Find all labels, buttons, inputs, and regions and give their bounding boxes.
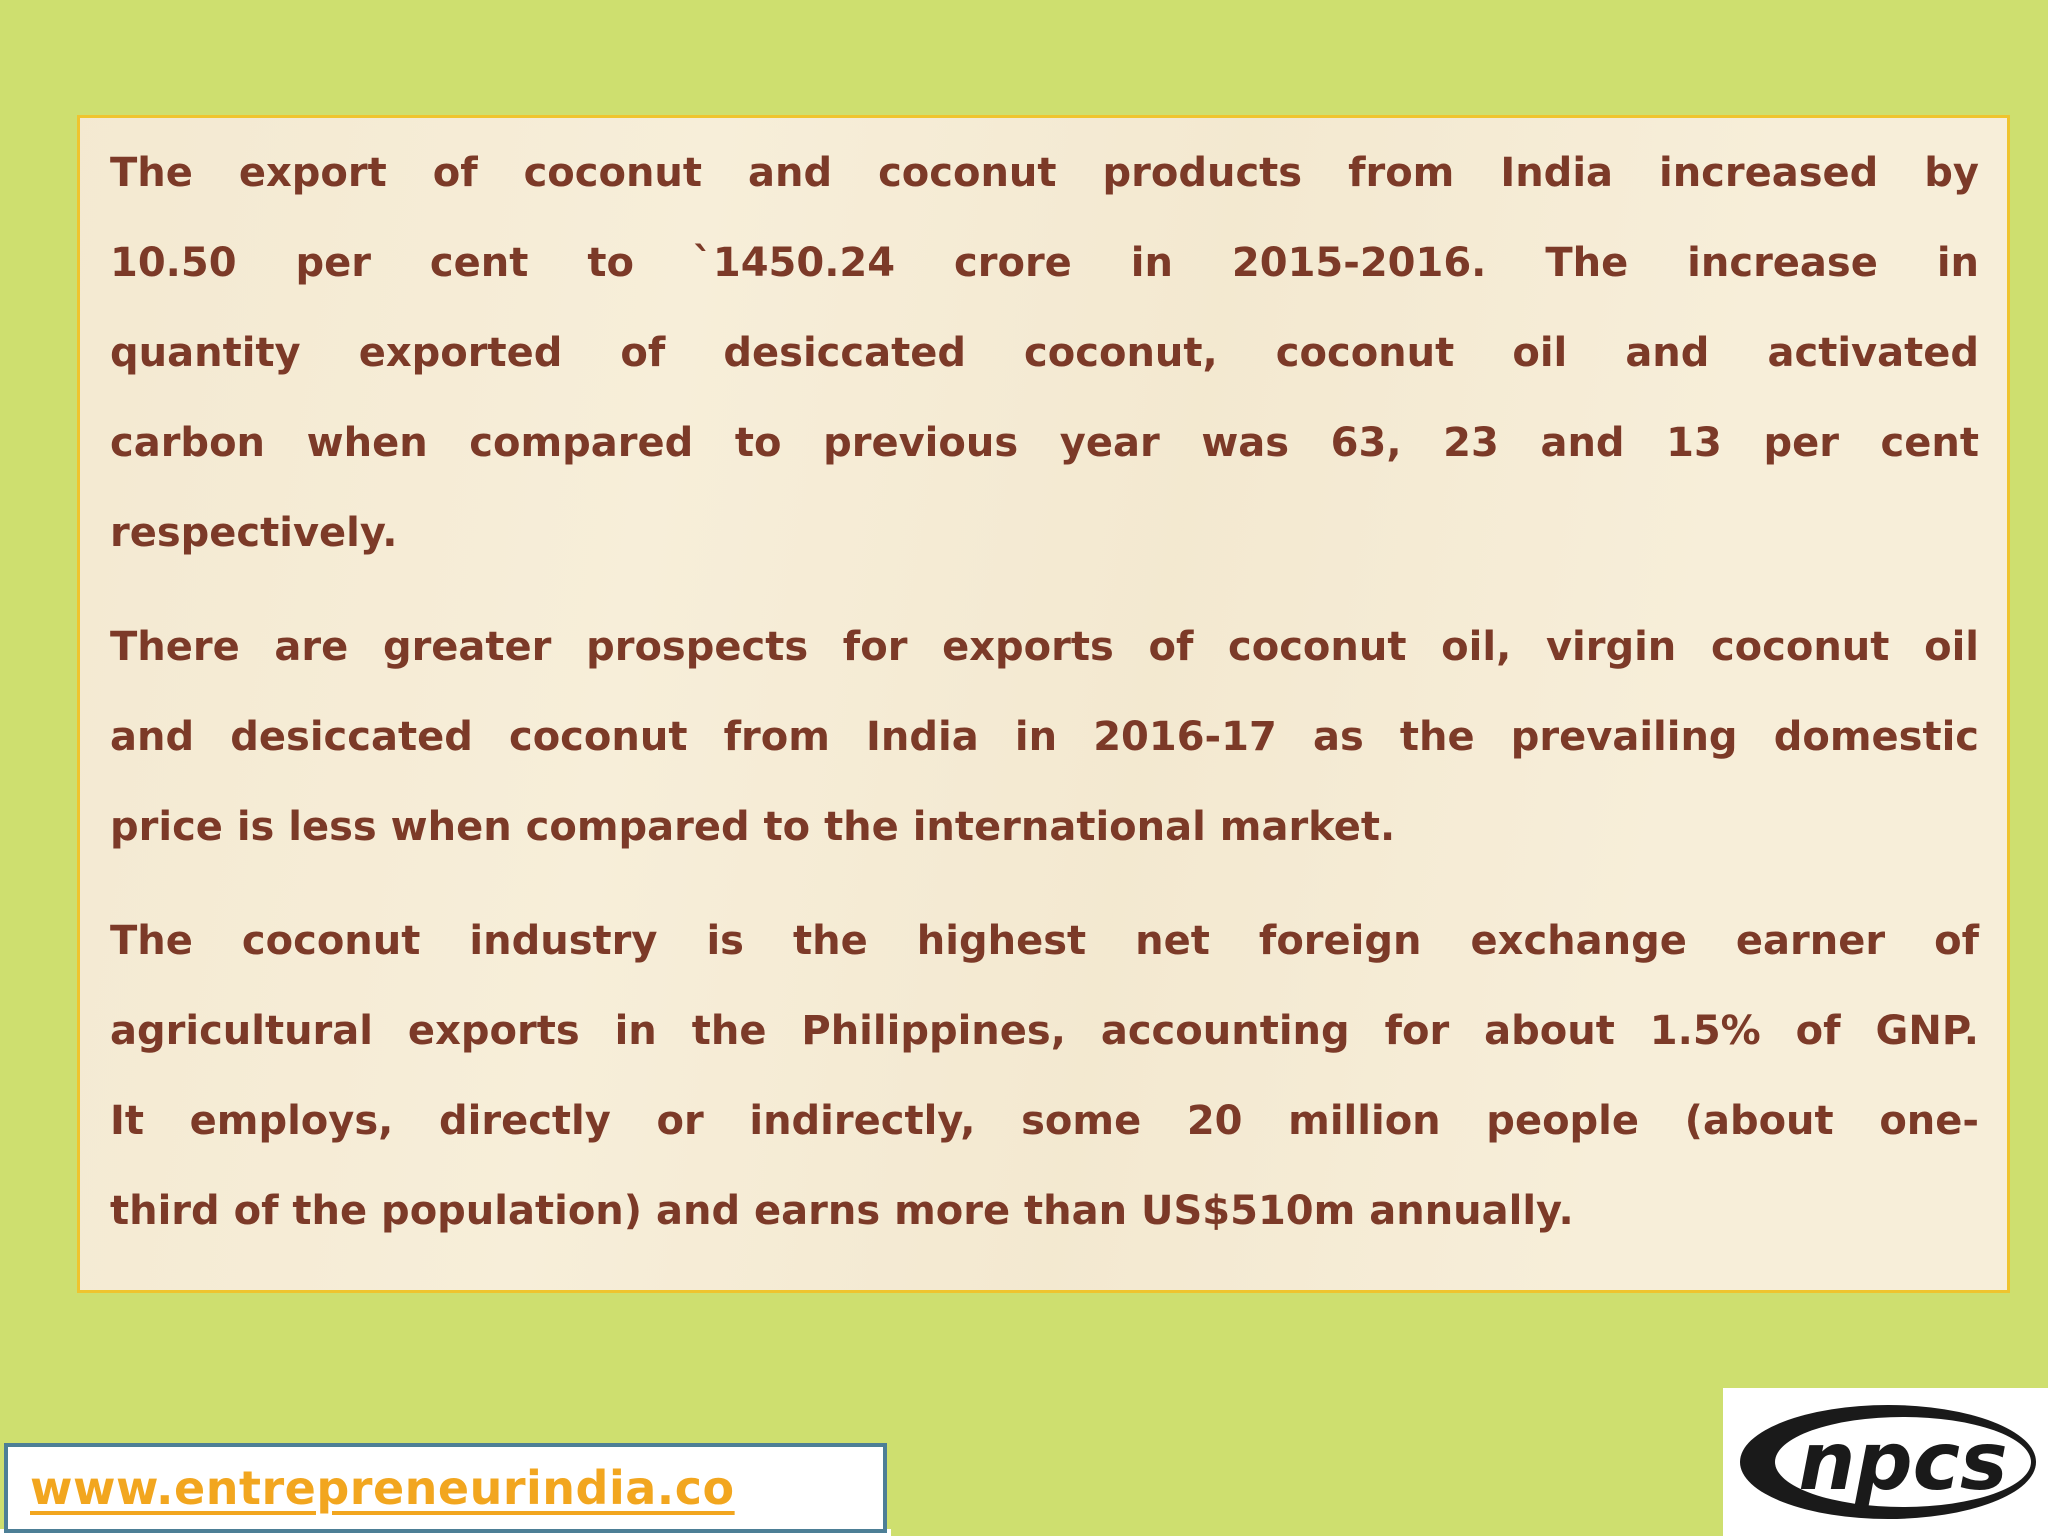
paragraph: The coconut industry is the highest net … [110,896,1979,1256]
text-line: respectively. [110,510,398,556]
paragraph: The export of coconut and coconut produc… [110,128,1979,578]
text-line: quantity exported of desiccated coconut,… [110,330,1979,376]
text-line: The export of coconut and coconut produc… [110,150,1979,196]
text-line: 10.50 per cent to `1450.24 crore in 2015… [110,240,1979,286]
text-line: There are greater prospects for exports … [110,624,1979,670]
content-text-box: The export of coconut and coconut produc… [77,115,2010,1293]
text-line: price is less when compared to the inter… [110,804,1396,850]
text-line: agricultural exports in the Philippines,… [110,1008,1979,1054]
text-line: carbon when compared to previous year wa… [110,420,1979,466]
website-url-box: www.entrepreneurindia.co [4,1443,887,1533]
text-line: The coconut industry is the highest net … [110,918,1979,964]
text-line: third of the population) and earns more … [110,1188,1574,1234]
npcs-logo-text: npcs [1798,1415,2007,1508]
text-line: It employs, directly or indirectly, some… [110,1098,1979,1144]
npcs-logo-graphic: npcs [1740,1405,2036,1519]
text-line: and desiccated coconut from India in 201… [110,714,1979,760]
paragraph: There are greater prospects for exports … [110,602,1979,872]
website-url-link[interactable]: www.entrepreneurindia.co [30,1461,735,1515]
logo-swoosh-inner [1775,1417,2031,1507]
npcs-logo: npcs [1723,1388,2048,1536]
